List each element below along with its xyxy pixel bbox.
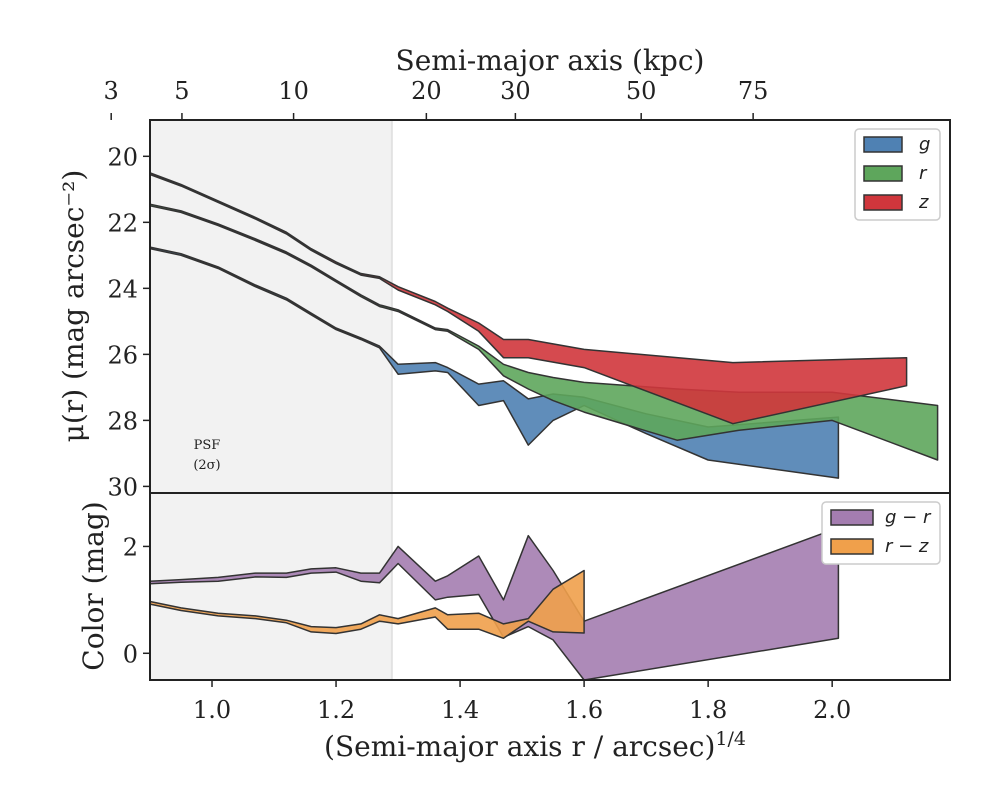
y-tick-label: 20: [107, 143, 138, 171]
top-axis-label: Semi-major axis (kpc): [396, 44, 705, 77]
color-y-tick-label: 0: [123, 640, 138, 668]
x-tick-label: 1.0: [193, 696, 231, 724]
psf-shaded-region: [150, 120, 392, 680]
legend-label: g: [919, 134, 930, 155]
top-panel-ylabel: μ(r) (mag arcsec⁻²): [57, 170, 90, 443]
y-tick-label: 28: [107, 407, 138, 435]
band-rz: [149, 569, 585, 640]
kpc-tick-label: 75: [738, 77, 769, 105]
color-y-tick-label: 2: [123, 533, 138, 561]
legend-label: z: [918, 192, 929, 213]
x-tick-label: 1.6: [565, 696, 603, 724]
legend-swatch: [863, 136, 903, 153]
color-bands: [149, 526, 840, 681]
x-tick-label: 2.0: [813, 696, 851, 724]
legend-label: g − r: [885, 507, 932, 528]
band-z: [149, 172, 908, 425]
x-tick-label: 1.4: [441, 696, 479, 724]
x-tick-label: 1.8: [689, 696, 727, 724]
kpc-tick-label: 30: [500, 77, 531, 105]
y-tick-label: 26: [107, 341, 138, 369]
kpc-tick-label: 20: [411, 77, 442, 105]
x-axis-label: (Semi-major axis r / arcsec)1/4: [324, 728, 746, 763]
x-axis-label-exponent: 1/4: [715, 728, 746, 750]
y-tick-label: 30: [107, 473, 138, 501]
y-tick-label: 24: [107, 275, 138, 303]
kpc-tick-label: 3: [104, 77, 119, 105]
legend-swatch: [863, 194, 903, 211]
bottom-legend: g − r r − z: [821, 501, 941, 565]
legend-label: r − z: [885, 536, 929, 557]
x-tick-label: 1.2: [317, 696, 355, 724]
y-tick-label: 22: [107, 209, 138, 237]
kpc-tick-label: 10: [278, 77, 309, 105]
legend-swatch: [830, 538, 874, 555]
kpc-tick-label: 5: [174, 77, 189, 105]
surface-brightness-bands: [149, 172, 939, 479]
psf-annotation-sub: (2σ): [193, 458, 220, 473]
legend-swatch: [830, 509, 874, 526]
kpc-tick-label: 50: [626, 77, 657, 105]
legend-label: r: [919, 163, 928, 184]
psf-annotation: PSF: [194, 438, 221, 453]
bottom-panel-ylabel: Color (mag): [77, 501, 110, 670]
top-legend: grz: [854, 128, 941, 221]
x-axis-label-main: (Semi-major axis r / arcsec): [324, 730, 715, 763]
bottom-panel-frame: [149, 492, 951, 681]
legend-swatch: [863, 165, 903, 182]
band-gr: [149, 526, 840, 681]
